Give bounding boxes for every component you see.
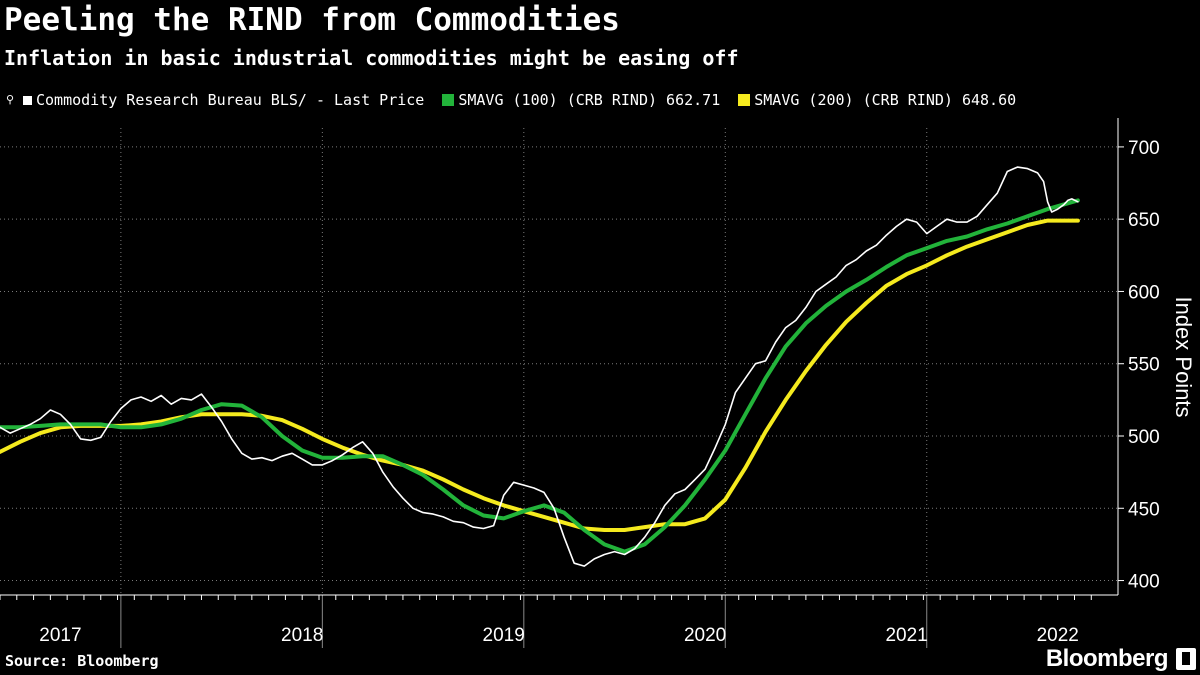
legend-swatch-sma100 [442,94,455,106]
source-note: Source: Bloomberg [5,652,159,670]
y-tick-label-500: 500 [1128,427,1160,448]
y-tick-label-400: 400 [1128,572,1160,593]
legend-label-price: Commodity Research Bureau BLS/ - Last Pr… [36,91,425,109]
pin-icon: ⚲ [6,93,15,106]
series-line-2 [0,218,1080,532]
legend-label-sma100: SMAVG (100) (CRB RIND) 662.71 [458,91,721,109]
x-tick-label-2022: 2022 [1037,625,1079,646]
chart-title: Peeling the RIND from Commodities [4,2,620,38]
y-tick-label-700: 700 [1128,138,1160,159]
legend-swatch-sma200 [738,94,751,106]
x-tick-label-2019: 2019 [483,625,525,646]
chart-subtitle: Inflation in basic industrial commoditie… [4,46,739,70]
y-tick-label-450: 450 [1128,499,1160,520]
legend-label-sma200: SMAVG (200) (CRB RIND) 648.60 [754,91,1017,109]
x-tick-label-2017: 2017 [39,625,81,646]
legend-swatch-price [23,95,32,105]
y-tick-label-600: 600 [1128,282,1160,303]
y-tick-label-550: 550 [1128,355,1160,376]
bloomberg-logo: Bloomberg [1045,645,1169,672]
y-axis-label: Index Points [1171,296,1196,417]
bloomberg-terminal-icon [1176,648,1196,670]
legend: ⚲ Commodity Research Bureau BLS/ - Last … [6,91,1034,109]
x-tick-label-2020: 2020 [684,625,726,646]
legend-item-sma100: SMAVG (100) (CRB RIND) 662.71 [442,91,720,109]
x-tick-label-2021: 2021 [885,625,927,646]
legend-item-sma200: SMAVG (200) (CRB RIND) 648.60 [738,91,1016,109]
series-line-0 [0,166,1079,567]
x-tick-label-2018: 2018 [281,625,323,646]
y-tick-label-650: 650 [1128,210,1160,231]
legend-item-price: ⚲ Commodity Research Bureau BLS/ - Last … [6,91,424,109]
series-line-1 [0,198,1080,554]
